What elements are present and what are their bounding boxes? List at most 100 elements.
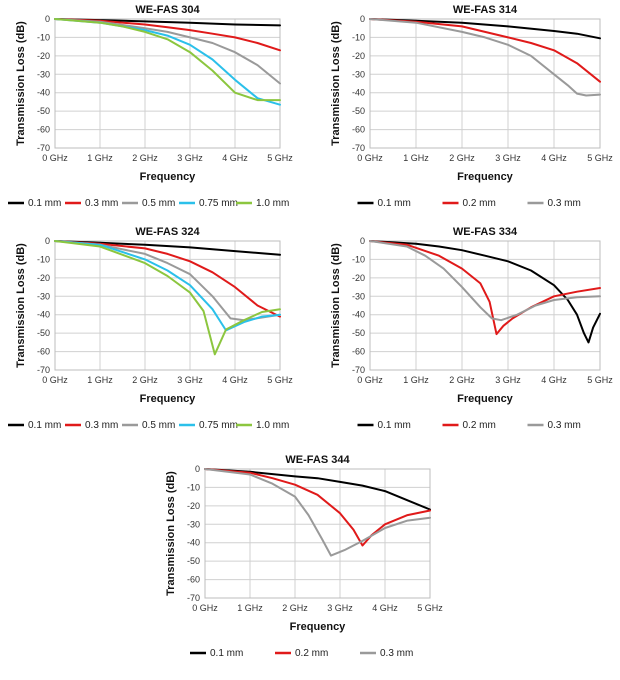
legend-label-0-3-mm: 0.3 mm (85, 198, 118, 209)
y-tick-label: -20 (187, 501, 200, 511)
series-line-0-2-mm (204, 468, 431, 547)
y-tick-label: -70 (352, 365, 365, 375)
y-tick-label: 0 (45, 236, 50, 246)
chart-panel-we-fas-344: WE-FAS 344 0 GHz 1 GHz 2 GHz 3 GHz 4 GHz 5 GHz… (150, 450, 450, 672)
x-tick-label: 5 GHz (267, 153, 293, 163)
chart-title: WE-FAS 304 (135, 4, 200, 16)
y-axis-label: Transmission Loss (dB) (330, 21, 342, 146)
x-tick-label: 3 GHz (327, 603, 353, 613)
x-tick-label: 4 GHz (222, 375, 248, 385)
series-line-0-3-mm (369, 240, 601, 322)
x-tick-label: 0 GHz (42, 375, 68, 385)
y-tick-label: -20 (37, 51, 50, 61)
chart-panel-we-fas-334: WE-FAS 334 0 GHz 1 GHz 2 GHz 3 GHz 4 GHz 5 GHz… (315, 222, 620, 444)
x-tick-label: 0 GHz (192, 603, 218, 613)
y-tick-label: -60 (37, 347, 50, 357)
y-axis-label: Transmission Loss (dB) (330, 243, 342, 368)
legend-label-0-3-mm: 0.3 mm (548, 420, 581, 431)
y-tick-label: -10 (352, 32, 365, 42)
legend-label-0-2-mm: 0.2 mm (463, 420, 496, 431)
y-tick-label: -20 (37, 273, 50, 283)
chart-svg: WE-FAS 304 0 GHz 1 GHz 2 GHz 3 GHz 4 GHz 5 GHz… (8, 4, 293, 209)
y-tick-label: -60 (37, 125, 50, 135)
x-tick-label: 5 GHz (417, 603, 443, 613)
legend-label-0-2-mm: 0.2 mm (463, 198, 496, 209)
x-tick-label: 3 GHz (177, 375, 203, 385)
chart-panel-we-fas-304: WE-FAS 304 0 GHz 1 GHz 2 GHz 3 GHz 4 GHz 5 GHz… (0, 0, 300, 220)
x-tick-label: 4 GHz (372, 603, 398, 613)
series-line-0-5-mm (54, 18, 281, 85)
chart-svg: WE-FAS 334 0 GHz 1 GHz 2 GHz 3 GHz 4 GHz 5 GHz… (330, 226, 613, 431)
y-tick-label: -30 (352, 291, 365, 301)
x-tick-label: 1 GHz (87, 375, 113, 385)
y-tick-label: -50 (37, 106, 50, 116)
series-line-0-75-mm (54, 240, 281, 332)
y-tick-label: -20 (352, 273, 365, 283)
x-tick-label: 2 GHz (132, 375, 158, 385)
legend-label-0-1-mm: 0.1 mm (210, 648, 243, 659)
y-tick-label: -40 (352, 310, 365, 320)
x-axis-label: Frequency (457, 171, 514, 183)
y-tick-label: 0 (45, 14, 50, 24)
x-tick-label: 4 GHz (541, 153, 567, 163)
x-axis-label: Frequency (457, 393, 514, 405)
legend-label-0-1-mm: 0.1 mm (28, 420, 61, 431)
series-line-0-3-mm (54, 18, 281, 52)
legend-label-0-5-mm: 0.5 mm (142, 420, 175, 431)
x-tick-label: 3 GHz (177, 153, 203, 163)
x-axis-label: Frequency (290, 621, 347, 633)
y-tick-label: -10 (37, 32, 50, 42)
y-tick-label: -40 (37, 310, 50, 320)
x-tick-label: 1 GHz (87, 153, 113, 163)
x-tick-label: 5 GHz (587, 153, 613, 163)
chart-title: WE-FAS 324 (135, 226, 200, 238)
y-tick-label: -50 (187, 556, 200, 566)
series-line-0-2-mm (369, 240, 601, 336)
y-tick-label: -10 (352, 254, 365, 264)
chart-panel-we-fas-314: WE-FAS 314 0 GHz 1 GHz 2 GHz 3 GHz 4 GHz 5 GHz… (315, 0, 620, 220)
x-tick-label: 2 GHz (282, 603, 308, 613)
x-tick-label: 0 GHz (42, 153, 68, 163)
x-tick-label: 2 GHz (449, 153, 475, 163)
x-tick-label: 0 GHz (357, 375, 383, 385)
y-tick-label: -10 (187, 482, 200, 492)
y-tick-label: -70 (37, 143, 50, 153)
chart-svg: WE-FAS 344 0 GHz 1 GHz 2 GHz 3 GHz 4 GHz 5 GHz… (165, 454, 443, 659)
y-tick-label: -40 (187, 538, 200, 548)
y-axis-label: Transmission Loss (dB) (15, 21, 27, 146)
x-tick-label: 5 GHz (267, 375, 293, 385)
y-tick-label: -30 (352, 69, 365, 79)
legend-label-0-1-mm: 0.1 mm (28, 198, 61, 209)
x-tick-label: 1 GHz (403, 375, 429, 385)
chart-title: WE-FAS 314 (453, 4, 518, 16)
x-tick-label: 2 GHz (449, 375, 475, 385)
legend-label-0-3-mm: 0.3 mm (85, 420, 118, 431)
legend-label-0-1-mm: 0.1 mm (378, 198, 411, 209)
x-tick-label: 4 GHz (541, 375, 567, 385)
y-axis-label: Transmission Loss (dB) (165, 471, 177, 596)
legend-label-0-75-mm: 0.75 mm (199, 420, 238, 431)
series-line-0-3-mm (204, 468, 431, 557)
chart-panel-we-fas-324: WE-FAS 324 0 GHz 1 GHz 2 GHz 3 GHz 4 GHz 5 GHz… (0, 222, 300, 444)
plot-area-border (54, 240, 281, 371)
x-tick-label: 1 GHz (403, 153, 429, 163)
y-tick-label: -30 (37, 291, 50, 301)
series-line-0-1-mm (369, 240, 601, 344)
series-line-0-3-mm (369, 18, 601, 97)
chart-svg: WE-FAS 324 0 GHz 1 GHz 2 GHz 3 GHz 4 GHz 5 GHz… (8, 226, 293, 431)
plot-area-border (369, 18, 601, 149)
x-tick-label: 5 GHz (587, 375, 613, 385)
y-tick-label: -40 (352, 88, 365, 98)
legend-label-1-0-mm: 1.0 mm (256, 198, 289, 209)
legend-label-0-3-mm: 0.3 mm (548, 198, 581, 209)
series-line-1-0-mm (54, 18, 281, 102)
y-tick-label: -50 (37, 328, 50, 338)
y-tick-label: -70 (187, 593, 200, 603)
y-tick-label: 0 (360, 14, 365, 24)
series-line-0-1-mm (204, 468, 431, 511)
x-tick-label: 0 GHz (357, 153, 383, 163)
chart-title: WE-FAS 344 (285, 454, 350, 466)
y-tick-label: -30 (187, 519, 200, 529)
x-tick-label: 3 GHz (495, 153, 521, 163)
y-tick-label: -50 (352, 328, 365, 338)
